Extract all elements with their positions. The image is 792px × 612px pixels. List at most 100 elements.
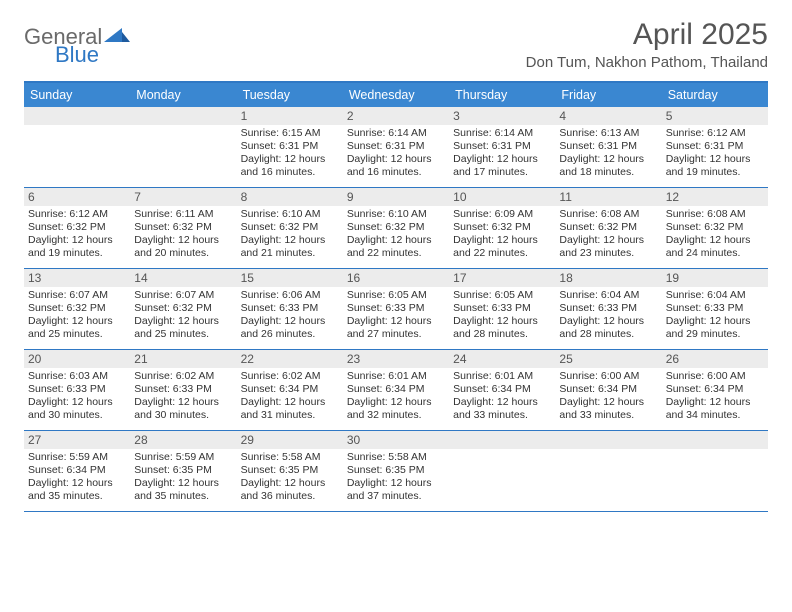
sunrise-line: Sunrise: 6:04 AM [559,289,657,302]
daylight-line: Daylight: 12 hours and 16 minutes. [347,153,445,179]
calendar-week: 27Sunrise: 5:59 AMSunset: 6:34 PMDayligh… [24,431,768,512]
sunset-line: Sunset: 6:32 PM [241,221,339,234]
day-number: 26 [662,350,768,368]
calendar-cell: 1Sunrise: 6:15 AMSunset: 6:31 PMDaylight… [237,107,343,187]
sunset-line: Sunset: 6:32 PM [134,302,232,315]
daylight-line: Daylight: 12 hours and 34 minutes. [666,396,764,422]
sunset-line: Sunset: 6:32 PM [134,221,232,234]
dayname: Tuesday [237,83,343,107]
day-number: 1 [237,107,343,125]
daylight-line: Daylight: 12 hours and 36 minutes. [241,477,339,503]
sunrise-line: Sunrise: 5:58 AM [347,451,445,464]
calendar-cell [555,431,661,511]
daylight-line: Daylight: 12 hours and 20 minutes. [134,234,232,260]
sunrise-line: Sunrise: 5:59 AM [134,451,232,464]
sunrise-line: Sunrise: 6:08 AM [666,208,764,221]
day-number: 8 [237,188,343,206]
day-number: 29 [237,431,343,449]
sunrise-line: Sunrise: 5:59 AM [28,451,126,464]
daylight-line: Daylight: 12 hours and 30 minutes. [28,396,126,422]
dayname: Saturday [662,83,768,107]
calendar-cell: 27Sunrise: 5:59 AMSunset: 6:34 PMDayligh… [24,431,130,511]
sunset-line: Sunset: 6:34 PM [453,383,551,396]
sunset-line: Sunset: 6:33 PM [453,302,551,315]
calendar-cell: 5Sunrise: 6:12 AMSunset: 6:31 PMDaylight… [662,107,768,187]
sunrise-line: Sunrise: 6:00 AM [559,370,657,383]
calendar-cell [449,431,555,511]
day-number: 24 [449,350,555,368]
day-number: 20 [24,350,130,368]
day-number [130,107,236,125]
calendar-week: 13 Sunrise: 6:07 AMSunset: 6:32 PM Dayligh… [24,269,768,350]
sunrise-line: Sunrise: 6:01 AM [453,370,551,383]
dayname: Wednesday [343,83,449,107]
day-number [24,107,130,125]
sunrise-line: Sunrise: 6:09 AM [453,208,551,221]
sunset-line: Sunset: 6:33 PM [347,302,445,315]
daylight-line: Daylight: 12 hours and 22 minutes. [347,234,445,260]
sunset-line: Sunset: 6:31 PM [241,140,339,153]
sunset-line: Sunset: 6:32 PM [453,221,551,234]
day-number: 25 [555,350,661,368]
sunset-line: Sunset: 6:33 PM [666,302,764,315]
calendar-cell: 9Sunrise: 6:10 AMSunset: 6:32 PMDaylight… [343,188,449,268]
sunset-line: Sunset: 6:31 PM [666,140,764,153]
sunrise-line: Sunrise: 6:02 AM [241,370,339,383]
calendar-cell: 20Sunrise: 6:03 AMSunset: 6:33 PMDayligh… [24,350,130,430]
daylight-line: Daylight: 12 hours and 27 minutes. [347,315,445,341]
day-number: 21 [130,350,236,368]
calendar-cell: 29Sunrise: 5:58 AMSunset: 6:35 PMDayligh… [237,431,343,511]
daylight-line: Daylight: 12 hours and 35 minutes. [28,477,126,503]
calendar: SundayMondayTuesdayWednesdayThursdayFrid… [24,81,768,512]
calendar-cell: 25Sunrise: 6:00 AMSunset: 6:34 PMDayligh… [555,350,661,430]
dayname-row: SundayMondayTuesdayWednesdayThursdayFrid… [24,83,768,107]
daylight-line: Daylight: 12 hours and 33 minutes. [559,396,657,422]
calendar-cell: 14Sunrise: 6:07 AMSunset: 6:32 PMDayligh… [130,269,236,349]
page-title: April 2025 [526,18,768,52]
day-number: 14 [130,269,236,287]
day-number: 18 [555,269,661,287]
calendar-cell: 30Sunrise: 5:58 AMSunset: 6:35 PMDayligh… [343,431,449,511]
calendar-cell: 16Sunrise: 6:05 AMSunset: 6:33 PMDayligh… [343,269,449,349]
daylight-line: Daylight: 12 hours and 35 minutes. [134,477,232,503]
sunset-line: Sunset: 6:33 PM [559,302,657,315]
day-number: 17 [449,269,555,287]
day-number: 4 [555,107,661,125]
daylight-line: Daylight: 12 hours and 29 minutes. [666,315,764,341]
calendar-week: 20Sunrise: 6:03 AMSunset: 6:33 PMDayligh… [24,350,768,431]
sunrise-line: Sunrise: 6:08 AM [559,208,657,221]
sunrise-line: Sunrise: 6:07 AM [134,289,232,302]
calendar-cell: 4Sunrise: 6:13 AMSunset: 6:31 PMDaylight… [555,107,661,187]
sunrise-line: Sunrise: 6:14 AM [347,127,445,140]
day-number: 28 [130,431,236,449]
calendar-cell: 12Sunrise: 6:08 AMSunset: 6:32 PMDayligh… [662,188,768,268]
day-number: 23 [343,350,449,368]
header: General April 2025 Don Tum, Nakhon Patho… [24,18,768,71]
sunrise-line: Sunrise: 6:02 AM [134,370,232,383]
dayname: Sunday [24,83,130,107]
sunset-line: Sunset: 6:34 PM [347,383,445,396]
day-number: 2 [343,107,449,125]
calendar-cell: 26Sunrise: 6:00 AMSunset: 6:34 PMDayligh… [662,350,768,430]
calendar-cell: 13Sunrise: 6:07 AMSunset: 6:32 PMDayligh… [24,269,130,349]
daylight-line: Daylight: 12 hours and 23 minutes. [559,234,657,260]
sunset-line: Sunset: 6:32 PM [666,221,764,234]
daylight-line: Daylight: 12 hours and 26 minutes. [241,315,339,341]
day-number: 19 [662,269,768,287]
sunrise-line: Sunrise: 6:12 AM [28,208,126,221]
day-number: 30 [343,431,449,449]
sunrise-line: Sunrise: 6:01 AM [347,370,445,383]
sunset-line: Sunset: 6:32 PM [559,221,657,234]
daylight-line: Daylight: 12 hours and 30 minutes. [134,396,232,422]
day-number: 10 [449,188,555,206]
day-number: 22 [237,350,343,368]
calendar-cell: 21Sunrise: 6:02 AMSunset: 6:33 PMDayligh… [130,350,236,430]
sunset-line: Sunset: 6:35 PM [347,464,445,477]
calendar-cell: 6Sunrise: 6:12 AMSunset: 6:32 PMDaylight… [24,188,130,268]
calendar-week: 6Sunrise: 6:12 AMSunset: 6:32 PMDaylight… [24,188,768,269]
daylight-line: Daylight: 12 hours and 18 minutes. [559,153,657,179]
day-number: 13 [24,269,130,287]
calendar-cell [662,431,768,511]
daylight-line: Daylight: 12 hours and 28 minutes. [559,315,657,341]
daylight-line: Daylight: 12 hours and 28 minutes. [453,315,551,341]
